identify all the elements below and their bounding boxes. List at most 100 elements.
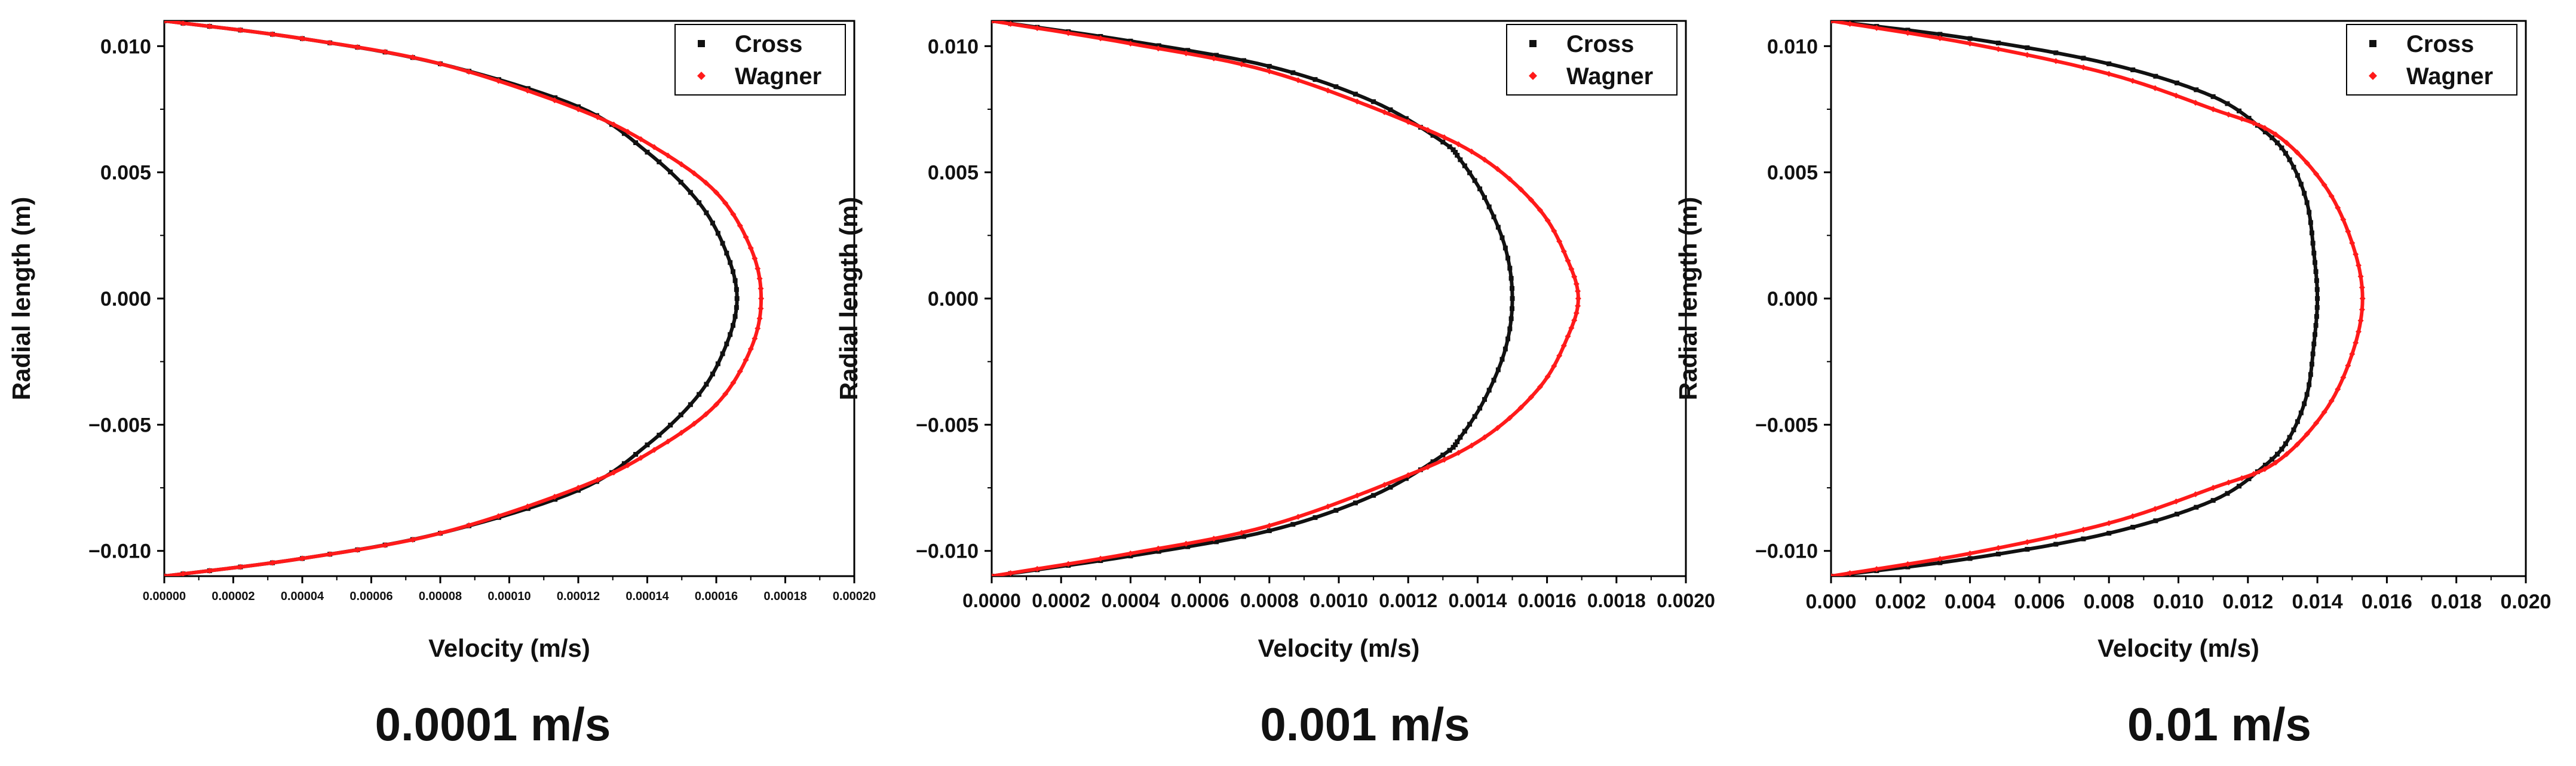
data-point-wagner [1468, 442, 1475, 449]
data-point-cross [1333, 84, 1339, 90]
data-point-cross [2053, 542, 2059, 547]
data-point-cross [2298, 410, 2304, 416]
data-point-wagner [237, 27, 244, 33]
data-point-cross [621, 461, 627, 466]
data-point-cross [1491, 377, 1496, 383]
data-point-cross [1499, 356, 1505, 362]
data-point-cross [715, 361, 720, 367]
data-point-cross [2262, 130, 2268, 134]
data-point-wagner [2053, 533, 2059, 539]
data-point-wagner [164, 573, 167, 576]
data-point-wagner [2340, 216, 2347, 223]
data-point-cross [1371, 493, 1376, 498]
data-point-wagner [713, 401, 719, 408]
data-point-wagner [1967, 41, 1973, 47]
data-point-wagner [1995, 544, 2002, 551]
data-point-cross [2311, 250, 2317, 256]
data-point-wagner [637, 136, 644, 143]
data-point-cross [1472, 178, 1477, 183]
data-point-cross [720, 241, 725, 246]
data-point-wagner [2173, 93, 2179, 99]
data-point-cross [1241, 58, 1247, 63]
data-point-cross [1214, 539, 1219, 544]
x-tick-label: 0.006 [2014, 590, 2065, 613]
x-tick-label: 0.00010 [487, 590, 530, 603]
x-tick-label: 0.0020 [1657, 590, 1715, 611]
data-point-cross [1507, 266, 1513, 271]
y-tick-label: 0.005 [1767, 162, 1818, 184]
data-point-wagner [1517, 404, 1524, 411]
data-point-wagner [237, 564, 244, 570]
data-point-wagner [2328, 398, 2335, 404]
data-point-cross [2279, 145, 2284, 150]
data-point-wagner [1210, 55, 1217, 61]
data-point-cross [2313, 260, 2318, 265]
data-point-wagner [2225, 479, 2232, 486]
data-point-cross [2275, 140, 2280, 146]
x-tick-label: 0.0000 [962, 590, 1021, 611]
legend-marker-cross [2369, 40, 2376, 47]
data-point-wagner [1097, 35, 1104, 42]
data-point-wagner [1568, 325, 1575, 331]
data-point-cross [2291, 427, 2296, 432]
data-point-cross [2130, 67, 2136, 72]
data-point-wagner [269, 559, 276, 566]
data-point-cross [553, 497, 558, 502]
data-point-cross [2194, 87, 2199, 93]
data-point-cross [2308, 372, 2313, 377]
data-point-wagner [651, 447, 658, 453]
data-point-wagner [1065, 30, 1072, 36]
data-point-wagner [2353, 340, 2359, 346]
data-point-wagner [722, 390, 729, 397]
data-point-cross [2106, 61, 2112, 66]
data-point-cross [1453, 442, 1458, 447]
data-point-wagner [756, 275, 763, 282]
data-point-wagner [730, 211, 737, 217]
data-point-wagner [747, 245, 754, 251]
data-point-cross [724, 250, 729, 256]
data-point-cross [2025, 45, 2030, 50]
data-point-cross [720, 351, 725, 356]
data-point-cross [2225, 101, 2230, 106]
data-point-cross [645, 442, 650, 448]
series-line-wagner [164, 21, 763, 576]
data-point-cross [2275, 451, 2280, 457]
data-point-cross [734, 287, 739, 292]
data-point-cross [2302, 401, 2307, 407]
data-point-cross [2310, 241, 2316, 246]
data-point-wagner [743, 356, 749, 363]
data-point-cross [1505, 256, 1511, 261]
data-point-cross [710, 220, 715, 226]
data-point-wagner [2106, 520, 2112, 527]
data-point-cross [1507, 326, 1513, 331]
data-point-wagner [1905, 30, 1911, 36]
data-point-wagner [1127, 550, 1134, 556]
data-point-wagner [1381, 109, 1388, 115]
series-line-wagner [992, 21, 1580, 576]
data-point-wagner [2304, 430, 2310, 437]
data-point-wagner [2345, 228, 2351, 235]
data-point-wagner [2304, 160, 2310, 167]
data-point-wagner [2225, 111, 2232, 118]
x-tick-label: 0.008 [2084, 590, 2135, 613]
data-point-wagner [2210, 485, 2216, 491]
data-point-wagner [2250, 120, 2257, 127]
legend: Cross Wagner [1506, 24, 1678, 96]
data-point-cross [2210, 498, 2216, 503]
data-point-wagner [2321, 409, 2327, 416]
data-point-wagner [299, 35, 305, 42]
data-point-cross [2308, 220, 2313, 225]
data-point-cross [1266, 528, 1272, 533]
data-point-wagner [1482, 434, 1488, 441]
data-point-wagner [1007, 21, 1014, 27]
data-point-cross [633, 140, 639, 145]
data-point-wagner [2328, 193, 2335, 199]
data-point-wagner [1575, 288, 1581, 294]
data-point-wagner [2250, 470, 2257, 477]
data-point-wagner [1468, 148, 1475, 155]
x-tick-label: 0.00018 [763, 590, 806, 603]
data-point-cross [1214, 53, 1219, 58]
x-tick-label: 0.00020 [833, 590, 876, 603]
data-point-wagner [651, 144, 658, 150]
